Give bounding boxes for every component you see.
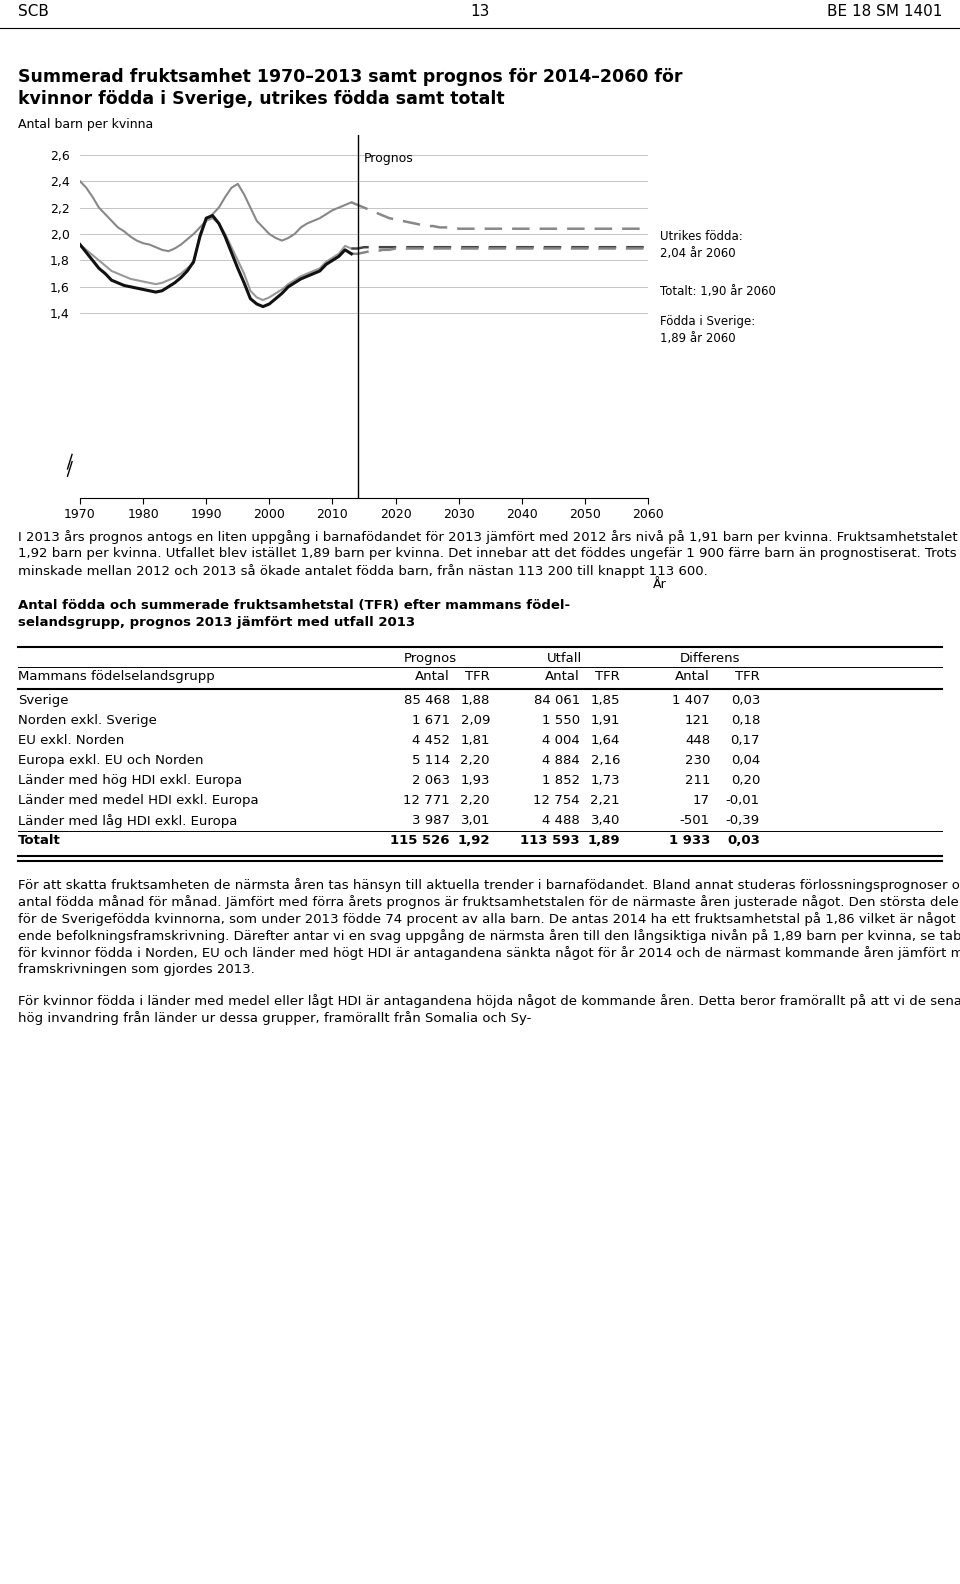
Text: 4 004: 4 004 xyxy=(542,733,580,748)
Text: 0,18: 0,18 xyxy=(731,714,760,727)
Text: 1 852: 1 852 xyxy=(541,775,580,787)
Text: 1 933: 1 933 xyxy=(668,835,710,847)
Text: 1,93: 1,93 xyxy=(461,775,490,787)
Text: 1,64: 1,64 xyxy=(590,733,620,748)
Text: Antal barn per kvinna: Antal barn per kvinna xyxy=(18,117,154,131)
Text: Antal: Antal xyxy=(675,670,710,683)
Text: Länder med låg HDI exkl. Europa: Länder med låg HDI exkl. Europa xyxy=(18,814,237,828)
Text: 1,92: 1,92 xyxy=(458,835,490,847)
Text: 1,88: 1,88 xyxy=(461,694,490,706)
Text: 12 771: 12 771 xyxy=(403,794,450,806)
Text: 0,03: 0,03 xyxy=(727,835,760,847)
Text: Sverige: Sverige xyxy=(18,694,68,706)
Text: Summerad fruktsamhet 1970–2013 samt prognos för 2014–2060 för: Summerad fruktsamhet 1970–2013 samt prog… xyxy=(18,68,683,86)
Text: Differens: Differens xyxy=(680,653,740,665)
Text: I 2013 års prognos antogs en liten uppgång i barnafödandet för 2013 jämfört med : I 2013 års prognos antogs en liten uppgå… xyxy=(18,531,960,543)
Text: 3 987: 3 987 xyxy=(412,814,450,827)
Text: 4 488: 4 488 xyxy=(542,814,580,827)
Text: 448: 448 xyxy=(684,733,710,748)
Text: 85 468: 85 468 xyxy=(404,694,450,706)
Text: Norden exkl. Sverige: Norden exkl. Sverige xyxy=(18,714,156,727)
Text: antal födda månad för månad. Jämfört med förra årets prognos är fruktsamhetstale: antal födda månad för månad. Jämfört med… xyxy=(18,895,960,909)
Text: TFR: TFR xyxy=(466,670,490,683)
Text: -501: -501 xyxy=(680,814,710,827)
Text: 4 884: 4 884 xyxy=(542,754,580,767)
Text: minskade mellan 2012 och 2013 så ökade antalet födda barn, från nästan 113 200 t: minskade mellan 2012 och 2013 så ökade a… xyxy=(18,564,708,578)
Text: 3,01: 3,01 xyxy=(461,814,490,827)
Text: 1,89: 1,89 xyxy=(588,835,620,847)
Text: ende befolkningsframskrivning. Därefter antar vi en svag uppgång de närmsta åren: ende befolkningsframskrivning. Därefter … xyxy=(18,928,960,942)
Text: 12 754: 12 754 xyxy=(534,794,580,806)
Text: Europa exkl. EU och Norden: Europa exkl. EU och Norden xyxy=(18,754,204,767)
Text: EU exkl. Norden: EU exkl. Norden xyxy=(18,733,124,748)
Text: 84 061: 84 061 xyxy=(534,694,580,706)
Text: 1,92 barn per kvinna. Utfallet blev istället 1,89 barn per kvinna. Det innebar a: 1,92 barn per kvinna. Utfallet blev istä… xyxy=(18,546,960,561)
Text: 0,20: 0,20 xyxy=(731,775,760,787)
Text: 211: 211 xyxy=(684,775,710,787)
Text: För att skatta fruktsamheten de närmsta åren tas hänsyn till aktuella trender i : För att skatta fruktsamheten de närmsta … xyxy=(18,878,960,892)
Text: 1,91: 1,91 xyxy=(590,714,620,727)
Text: 1 550: 1 550 xyxy=(541,714,580,727)
Text: TFR: TFR xyxy=(595,670,620,683)
Text: 1 671: 1 671 xyxy=(412,714,450,727)
Text: 0,17: 0,17 xyxy=(731,733,760,748)
Text: Länder med hög HDI exkl. Europa: Länder med hög HDI exkl. Europa xyxy=(18,775,242,787)
Text: kvinnor födda i Sverige, utrikes födda samt totalt: kvinnor födda i Sverige, utrikes födda s… xyxy=(18,90,505,108)
Text: -0,39: -0,39 xyxy=(726,814,760,827)
Text: 3,40: 3,40 xyxy=(590,814,620,827)
Text: 17: 17 xyxy=(693,794,710,806)
Text: Mammans födelselandsgrupp: Mammans födelselandsgrupp xyxy=(18,670,215,683)
Text: 5 114: 5 114 xyxy=(412,754,450,767)
Text: 0,04: 0,04 xyxy=(731,754,760,767)
Text: Utfall: Utfall xyxy=(547,653,583,665)
Text: 121: 121 xyxy=(684,714,710,727)
Text: 2 063: 2 063 xyxy=(412,775,450,787)
Text: framskrivningen som gjordes 2013.: framskrivningen som gjordes 2013. xyxy=(18,963,254,976)
Text: Prognos: Prognos xyxy=(403,653,457,665)
Text: 1 407: 1 407 xyxy=(672,694,710,706)
Text: Prognos: Prognos xyxy=(364,152,414,165)
Text: År: År xyxy=(653,578,667,591)
Text: 4 452: 4 452 xyxy=(412,733,450,748)
Text: 1,73: 1,73 xyxy=(590,775,620,787)
Text: 2,21: 2,21 xyxy=(590,794,620,806)
Text: 2,20: 2,20 xyxy=(461,754,490,767)
Text: för de Sverigefödda kvinnorna, som under 2013 födde 74 procent av alla barn. De : för de Sverigefödda kvinnorna, som under… xyxy=(18,912,960,927)
Text: Antal: Antal xyxy=(416,670,450,683)
Text: Utrikes födda:
2,04 år 2060: Utrikes födda: 2,04 år 2060 xyxy=(660,230,743,260)
Text: 2,20: 2,20 xyxy=(461,794,490,806)
Text: Totalt: 1,90 år 2060: Totalt: 1,90 år 2060 xyxy=(660,285,776,298)
Text: -0,01: -0,01 xyxy=(726,794,760,806)
Text: Födda i Sverige:
1,89 år 2060: Födda i Sverige: 1,89 år 2060 xyxy=(660,315,756,345)
Text: hög invandring från länder ur dessa grupper, framörallt från Somalia och Sy-: hög invandring från länder ur dessa grup… xyxy=(18,1011,532,1025)
Text: 2,16: 2,16 xyxy=(590,754,620,767)
Text: Antal födda och summerade fruktsamhetstal (TFR) efter mammans födel-: Antal födda och summerade fruktsamhetsta… xyxy=(18,599,570,611)
Text: Antal: Antal xyxy=(545,670,580,683)
Text: 1,85: 1,85 xyxy=(590,694,620,706)
Text: BE 18 SM 1401: BE 18 SM 1401 xyxy=(827,5,942,19)
Text: för kvinnor födda i Norden, EU och länder med högt HDI är antagandena sänkta någ: för kvinnor födda i Norden, EU och lände… xyxy=(18,946,960,960)
Text: 113 593: 113 593 xyxy=(520,835,580,847)
Text: TFR: TFR xyxy=(735,670,760,683)
Text: 230: 230 xyxy=(684,754,710,767)
Text: Totalt: Totalt xyxy=(18,835,60,847)
Text: SCB: SCB xyxy=(18,5,49,19)
Text: 2,09: 2,09 xyxy=(461,714,490,727)
Text: 115 526: 115 526 xyxy=(391,835,450,847)
Text: 0,03: 0,03 xyxy=(731,694,760,706)
Text: För kvinnor födda i länder med medel eller lågt HDI är antagandena höjda något d: För kvinnor födda i länder med medel ell… xyxy=(18,995,960,1007)
Text: 13: 13 xyxy=(470,5,490,19)
Text: selandsgrupp, prognos 2013 jämfört med utfall 2013: selandsgrupp, prognos 2013 jämfört med u… xyxy=(18,616,415,629)
Text: 1,81: 1,81 xyxy=(461,733,490,748)
Text: Länder med medel HDI exkl. Europa: Länder med medel HDI exkl. Europa xyxy=(18,794,258,806)
